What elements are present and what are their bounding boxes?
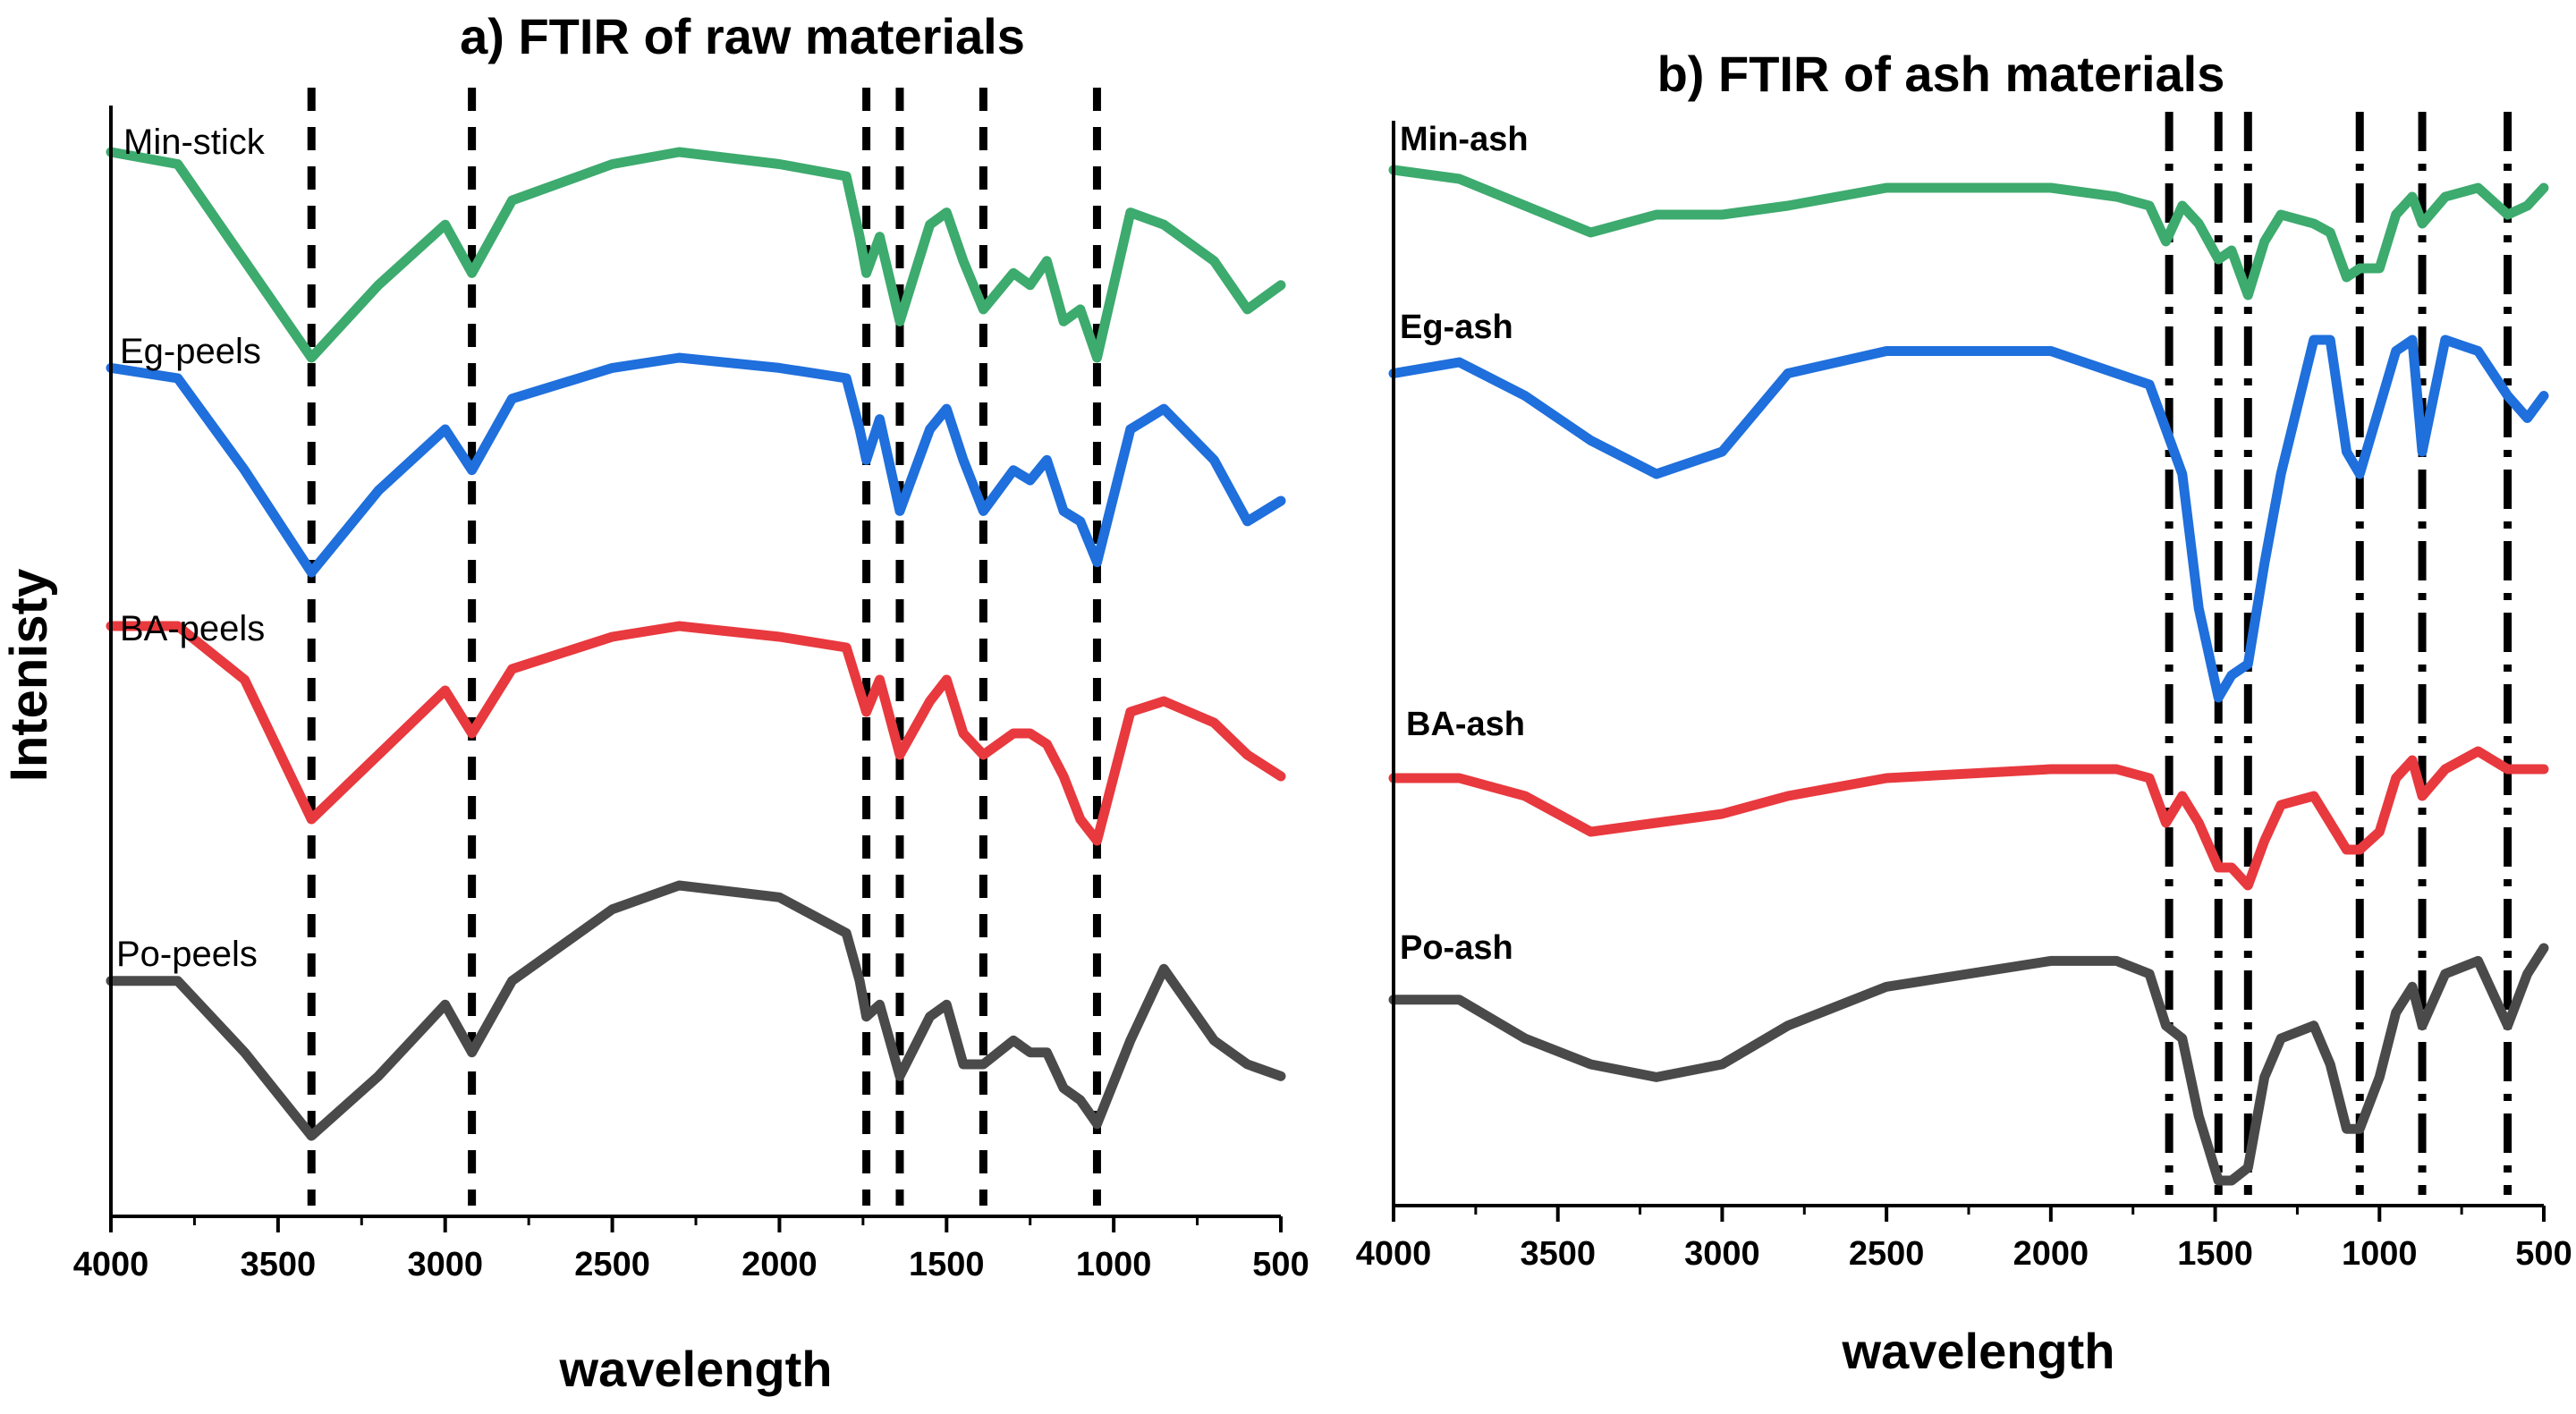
series-label-min-ash: Min-ash bbox=[1400, 121, 1529, 158]
series-line-min-ash bbox=[1388, 165, 2549, 301]
x-tick-label-3000: 3000 bbox=[1684, 1235, 1760, 1273]
x-tick-label-1000: 1000 bbox=[2342, 1235, 2418, 1273]
x-tick-label-3000: 3000 bbox=[407, 1246, 483, 1283]
panel-a-x-ticks: 4000 3500 3000 2500 2000 1500 1000 500 bbox=[73, 1216, 1309, 1283]
panel-a-raw-materials: a) FTIR of raw materials 4000 3500 3000 250… bbox=[73, 8, 1309, 1397]
x-tick-label-2500: 2500 bbox=[1849, 1235, 1925, 1273]
y-axis-label: Intenisty bbox=[0, 569, 58, 783]
series-label-po-peels: Po-peels bbox=[116, 935, 258, 974]
panel-a-series bbox=[106, 147, 1286, 1141]
series-line-po-ash bbox=[1388, 943, 2549, 1186]
panel-b-marker-lines bbox=[2165, 112, 2512, 1195]
x-tick-label-1500: 1500 bbox=[2177, 1235, 2253, 1273]
series-label-eg-ash: Eg-ash bbox=[1400, 309, 1513, 346]
x-tick-label-2500: 2500 bbox=[574, 1246, 650, 1283]
series-line-ba-peels bbox=[106, 621, 1286, 846]
series-label-min-stick: Min-stick bbox=[123, 123, 266, 162]
x-tick-label-4000: 4000 bbox=[73, 1246, 149, 1283]
series-label-eg-peels: Eg-peels bbox=[120, 332, 261, 371]
x-tick-label-3500: 3500 bbox=[241, 1246, 317, 1283]
series-label-ba-ash: BA-ash bbox=[1406, 706, 1525, 743]
x-tick-label-4000: 4000 bbox=[1356, 1235, 1432, 1273]
panel-b-series bbox=[1388, 165, 2549, 1186]
panel-b-title: b) FTIR of ash materials bbox=[1657, 46, 2225, 102]
x-tick-label-2000: 2000 bbox=[2013, 1235, 2089, 1273]
panel-b-axes bbox=[1392, 121, 2544, 1207]
series-line-ba-ash bbox=[1388, 746, 2549, 891]
panel-b-x-axis-label: wavelength bbox=[1842, 1323, 2115, 1379]
x-tick-label-500: 500 bbox=[2515, 1235, 2572, 1273]
x-tick-label-1000: 1000 bbox=[1076, 1246, 1152, 1283]
series-line-min-stick bbox=[106, 147, 1286, 363]
series-line-po-peels bbox=[106, 880, 1286, 1141]
series-line-eg-ash bbox=[1388, 334, 2549, 703]
series-label-ba-peels: BA-peels bbox=[120, 609, 265, 648]
panel-b-ash-materials: b) FTIR of ash materials 4000 3500 3000 250… bbox=[1356, 46, 2572, 1379]
panel-a-marker-lines bbox=[307, 88, 1101, 1206]
panel-b-x-ticks: 4000 3500 3000 2500 2000 1500 1000 500 bbox=[1356, 1206, 2572, 1273]
panel-a-title: a) FTIR of raw materials bbox=[460, 8, 1025, 64]
panel-a-x-axis-label: wavelength bbox=[559, 1341, 833, 1397]
x-tick-label-3500: 3500 bbox=[1520, 1235, 1596, 1273]
x-tick-label-500: 500 bbox=[1252, 1246, 1309, 1283]
x-tick-label-2000: 2000 bbox=[741, 1246, 818, 1283]
panel-a-axes bbox=[109, 106, 1281, 1218]
series-label-po-ash: Po-ash bbox=[1400, 929, 1513, 967]
x-tick-label-1500: 1500 bbox=[909, 1246, 985, 1283]
series-line-eg-peels bbox=[106, 352, 1286, 578]
